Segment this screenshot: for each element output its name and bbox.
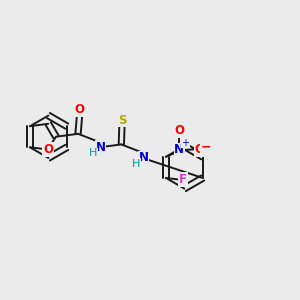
Text: −: − (200, 141, 211, 154)
Text: S: S (118, 114, 126, 127)
Text: H: H (88, 148, 97, 158)
Text: O: O (43, 143, 53, 156)
Text: N: N (95, 141, 105, 154)
Text: F: F (179, 173, 187, 186)
Text: O: O (174, 124, 184, 137)
Text: O: O (74, 103, 85, 116)
Text: N: N (139, 152, 149, 164)
Text: N: N (174, 143, 184, 157)
Text: H: H (132, 159, 140, 169)
Text: O: O (194, 143, 204, 156)
Text: +: + (181, 138, 189, 148)
